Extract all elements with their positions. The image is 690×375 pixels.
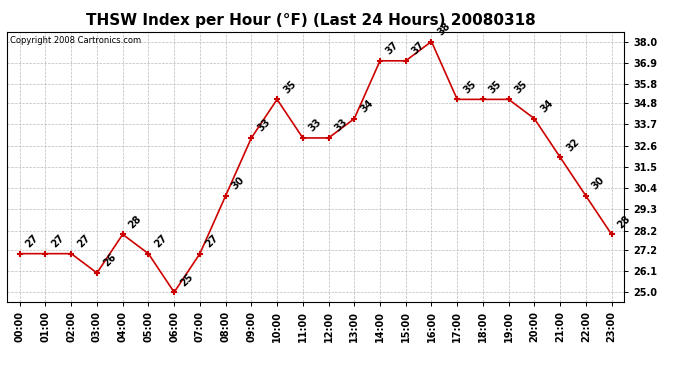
Text: 27: 27: [50, 233, 66, 249]
Text: 37: 37: [410, 40, 426, 57]
Text: 38: 38: [435, 21, 453, 38]
Text: 28: 28: [127, 213, 144, 230]
Text: 28: 28: [615, 213, 633, 230]
Text: 34: 34: [539, 98, 555, 114]
Text: 32: 32: [564, 136, 581, 153]
Text: THSW Index per Hour (°F) (Last 24 Hours) 20080318: THSW Index per Hour (°F) (Last 24 Hours)…: [86, 13, 535, 28]
Text: 30: 30: [590, 175, 607, 192]
Text: 35: 35: [513, 79, 529, 95]
Text: 26: 26: [101, 252, 118, 269]
Text: 33: 33: [333, 117, 349, 134]
Text: 27: 27: [152, 233, 169, 249]
Text: Copyright 2008 Cartronics.com: Copyright 2008 Cartronics.com: [10, 36, 141, 45]
Text: 27: 27: [75, 233, 92, 249]
Text: 35: 35: [282, 79, 298, 95]
Text: 30: 30: [230, 175, 246, 192]
Text: 35: 35: [462, 79, 478, 95]
Text: 27: 27: [204, 233, 221, 249]
Text: 25: 25: [178, 272, 195, 288]
Text: 33: 33: [307, 117, 324, 134]
Text: 35: 35: [487, 79, 504, 95]
Text: 34: 34: [358, 98, 375, 114]
Text: 33: 33: [255, 117, 272, 134]
Text: 27: 27: [24, 233, 41, 249]
Text: 37: 37: [384, 40, 401, 57]
